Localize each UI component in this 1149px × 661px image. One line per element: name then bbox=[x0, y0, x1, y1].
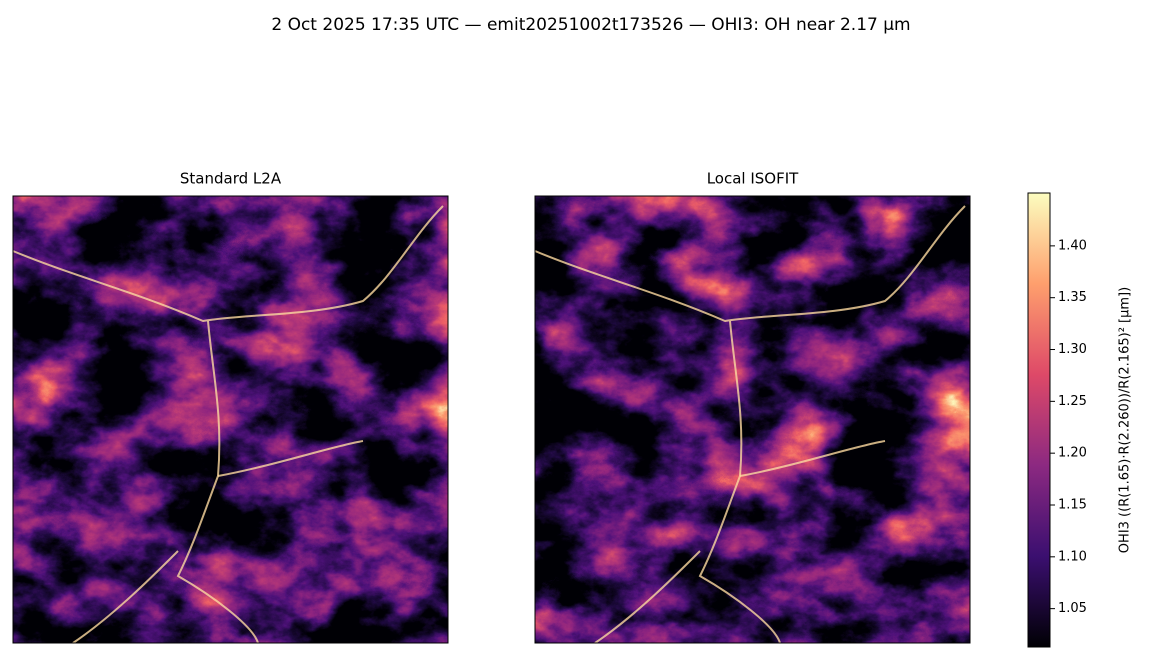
panel-frame bbox=[534, 195, 971, 644]
river bbox=[217, 440, 364, 477]
river bbox=[534, 205, 966, 323]
colorbar-tick-label: 1.30 bbox=[1058, 342, 1087, 357]
satellite-image bbox=[13, 196, 448, 643]
panels: Standard L2A Local ISOFIT bbox=[12, 170, 971, 644]
colorbar-tick-label: 1.25 bbox=[1058, 394, 1087, 409]
satellite-image bbox=[535, 196, 970, 643]
panel-frame bbox=[12, 195, 449, 644]
river bbox=[594, 550, 701, 644]
figure-title: 2 Oct 2025 17:35 UTC — emit20251002t1735… bbox=[271, 15, 910, 35]
colorbar-tick-label: 1.05 bbox=[1058, 601, 1087, 616]
colorbar bbox=[1027, 192, 1051, 648]
colorbar-label: OHI3 ((R(1.65)·R(2.260))/R(2.165)² [µm]) bbox=[1118, 287, 1133, 553]
colorbar-tick-label: 1.15 bbox=[1058, 497, 1087, 512]
colorbar-tick-label: 1.35 bbox=[1058, 290, 1087, 305]
colorbar-tick-label: 1.40 bbox=[1058, 238, 1087, 253]
river bbox=[698, 320, 781, 644]
river bbox=[12, 205, 444, 323]
colorbar-tick-label: 1.20 bbox=[1058, 446, 1087, 461]
panel-title: Local ISOFIT bbox=[707, 170, 799, 188]
colorbar-tick-label: 1.10 bbox=[1058, 549, 1087, 564]
river bbox=[739, 440, 886, 477]
river bbox=[72, 550, 179, 644]
panel-title: Standard L2A bbox=[180, 170, 282, 188]
river bbox=[176, 320, 259, 644]
